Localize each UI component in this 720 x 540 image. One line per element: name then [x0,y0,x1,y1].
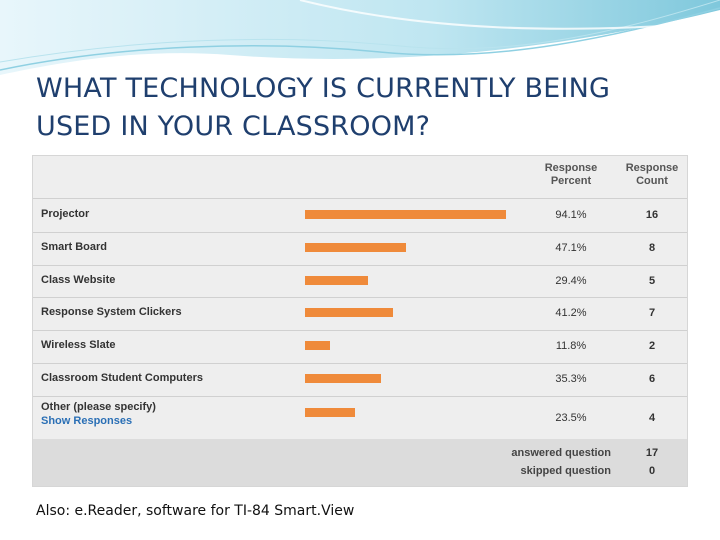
show-responses-link[interactable]: Show Responses [41,414,133,427]
row-label: Wireless Slate [41,339,116,352]
answered-question-label: answered question [511,447,611,459]
response-bar [305,407,355,417]
response-count: 16 [645,209,659,221]
response-percent: 35.3% [555,373,587,385]
response-bar [305,374,381,383]
response-count: 5 [648,274,656,287]
response-bar [305,275,368,285]
table-row: Other (please specify) Show Responses 23.5… [33,396,687,439]
summary-footer: answered question 17 skipped question 0 [33,439,687,486]
response-bar [305,210,506,219]
row-label: Classroom Student Computers [41,372,203,384]
response-count: 4 [648,411,656,424]
header-response-count: Response Count [625,162,679,187]
response-bar [305,242,406,252]
row-label: Response System Clickers [41,306,182,319]
table-row: Classroom Student Computers 35.3% 6 [33,363,687,397]
response-percent: 47.1% [555,241,587,254]
skipped-question-label: skipped question [520,465,611,477]
row-label: Other (please specify) [41,400,156,413]
table-header: Response Percent Response Count [33,156,687,199]
response-count: 8 [648,241,656,254]
response-count: 6 [648,373,656,385]
response-percent: 41.2% [555,307,587,320]
slide-title: WHAT TECHNOLOGY IS CURRENTLY BEING USED … [36,73,611,142]
response-bar [305,308,393,318]
row-label: Smart Board [41,240,108,253]
answered-question-value: 17 [645,447,659,459]
response-percent: 94.1% [555,209,587,221]
response-percent: 29.4% [555,274,587,287]
table-row: Wireless Slate 11.8% 2 [33,330,687,364]
skipped-question-value: 0 [648,465,656,477]
slide-note: Also: e.Reader, software for TI-84 Smart… [36,503,355,519]
row-label: Class Website [41,273,116,286]
response-count: 2 [648,340,656,353]
table-row: Smart Board 47.1% 8 [33,232,687,266]
row-label: Projector [41,208,90,220]
header-wave-decoration [0,0,720,75]
table-row: Class Website 29.4% 5 [33,265,687,299]
response-bar [305,341,330,351]
response-percent: 11.8% [555,340,587,353]
response-count: 7 [648,307,656,320]
response-percent: 23.5% [555,411,587,424]
header-response-percent: Response Percent [544,162,598,187]
survey-results-panel: Response Percent Response Count Projecto… [32,155,688,487]
table-row: Projector 94.1% 16 [33,199,687,233]
table-row: Response System Clickers 41.2% 7 [33,297,687,332]
